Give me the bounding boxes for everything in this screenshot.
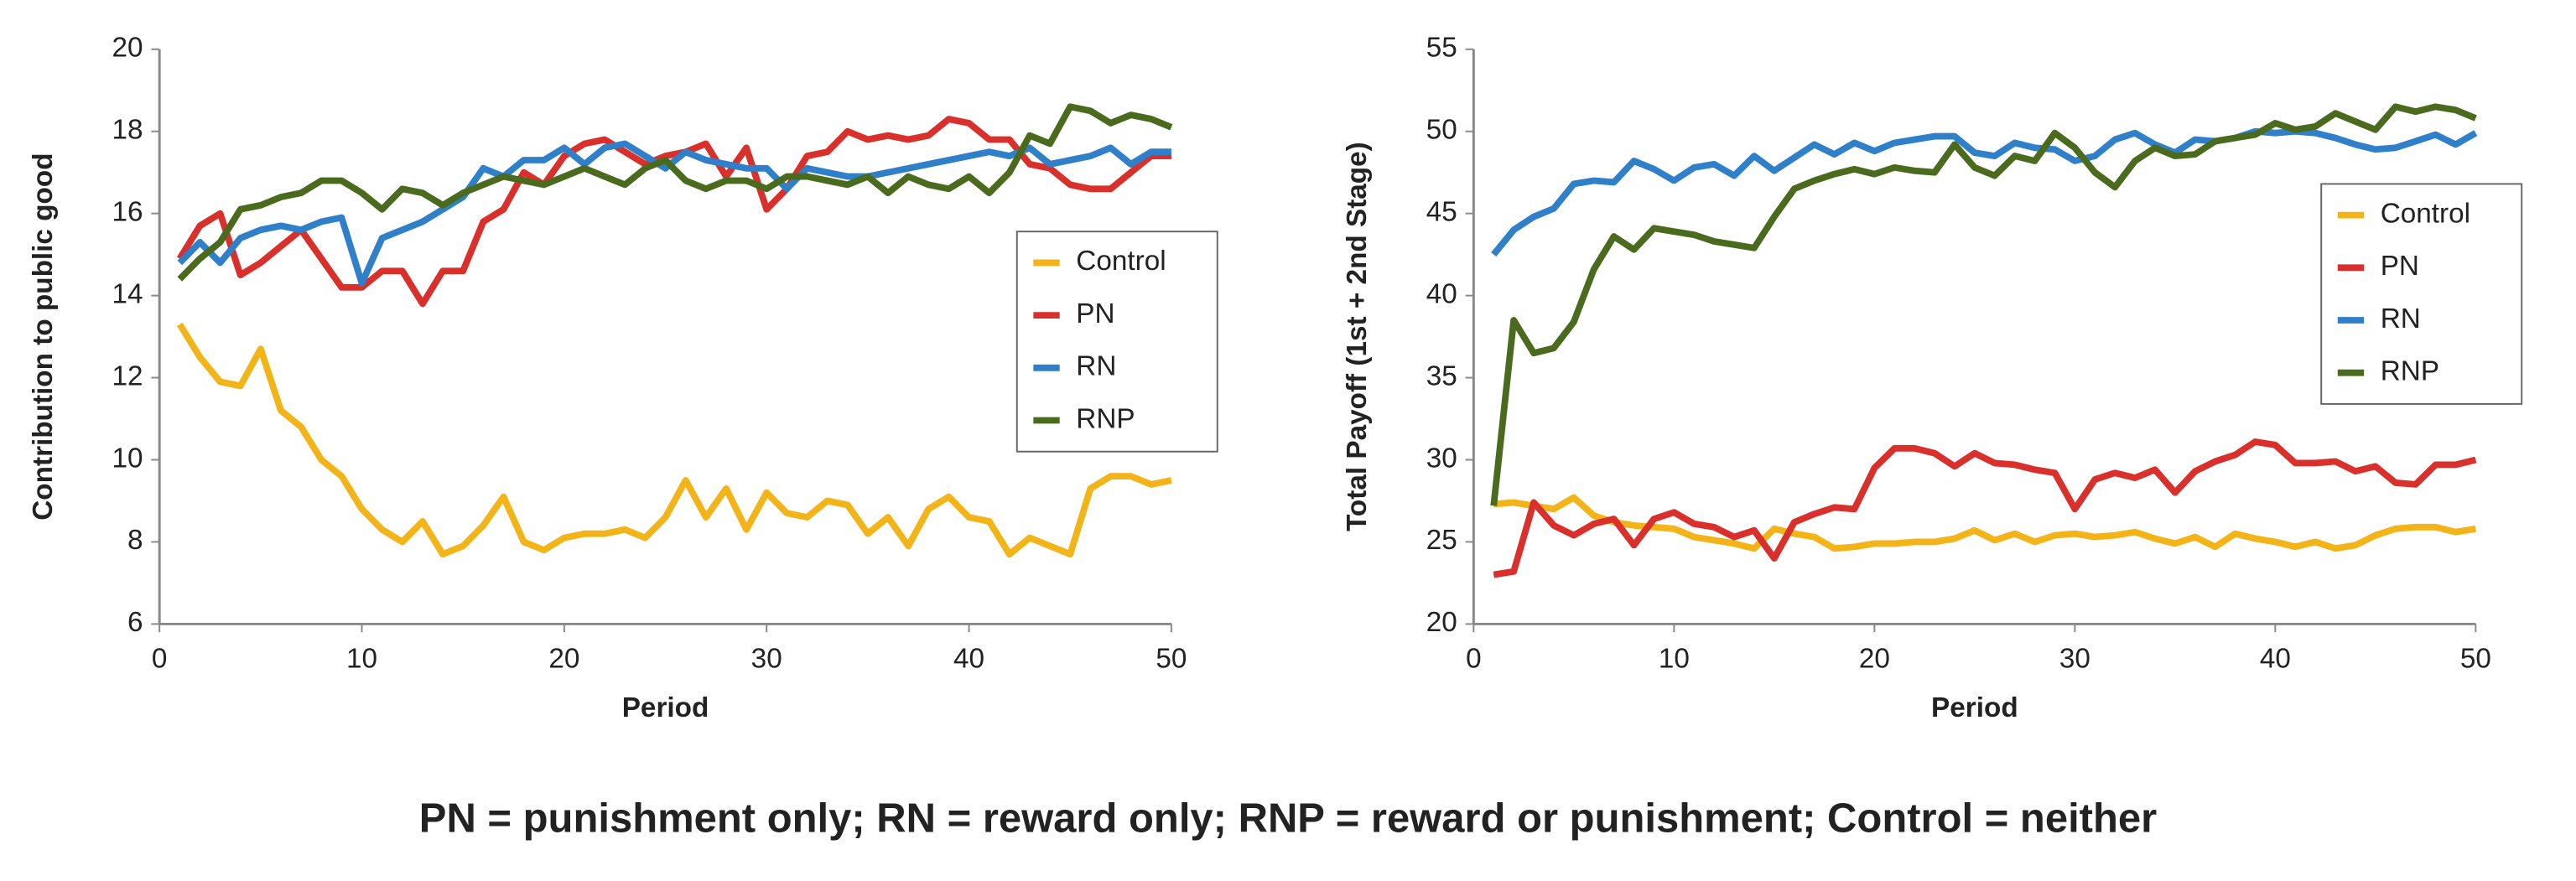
x-tick-label: 40 [2260, 643, 2291, 674]
x-tick-label: 20 [1859, 643, 1890, 674]
y-tick-label: 12 [112, 360, 143, 391]
y-axis-title: Contribution to public good [28, 153, 59, 520]
x-tick-label: 10 [1659, 643, 1690, 674]
legend-label: PN [1076, 298, 1114, 329]
y-tick-label: 45 [1426, 196, 1457, 227]
y-tick-label: 20 [1426, 607, 1457, 638]
data-line [176, 116, 1171, 308]
x-tick-label: 20 [548, 643, 579, 674]
y-tick-label: 8 [127, 525, 143, 556]
legend-label: RNP [2381, 355, 2439, 386]
x-axis-title: Period [622, 692, 709, 723]
data-line [1491, 127, 2478, 257]
x-tick-label: 30 [751, 643, 782, 674]
x-tick-label: 10 [346, 643, 377, 674]
y-tick-label: 30 [1426, 443, 1457, 474]
data-line [176, 322, 1172, 558]
legend-label: PN [2381, 251, 2419, 282]
x-tick-label: 50 [2460, 643, 2491, 674]
y-axis-title: Total Payoff (1st + 2nd Stage) [1342, 142, 1373, 531]
legend-label: Control [1076, 246, 1166, 277]
y-tick-label: 50 [1426, 115, 1457, 146]
x-tick-label: 50 [1156, 643, 1187, 674]
legend-label: RN [1076, 351, 1116, 382]
legend-box [2320, 183, 2523, 405]
y-tick-label: 35 [1426, 360, 1457, 391]
data-line [177, 103, 1173, 282]
y-tick-label: 10 [112, 443, 143, 474]
x-tick-label: 0 [1466, 643, 1482, 674]
y-tick-label: 18 [112, 115, 143, 146]
legend-label: RN [2381, 303, 2421, 334]
x-tick-label: 40 [953, 643, 984, 674]
x-axis-title: Period [1931, 692, 2018, 723]
data-line [1490, 103, 2477, 506]
y-tick-label: 6 [127, 607, 143, 638]
data-line [177, 140, 1171, 287]
y-tick-label: 14 [112, 278, 143, 309]
x-tick-label: 0 [152, 643, 168, 674]
data-line [1493, 438, 2477, 578]
data-line [1493, 494, 2476, 552]
legend-label: RNP [1076, 403, 1135, 434]
y-tick-label: 20 [112, 33, 143, 64]
y-tick-label: 55 [1426, 33, 1457, 64]
caption: PN = punishment only; RN = reward only; … [419, 795, 2157, 841]
x-tick-label: 30 [2059, 643, 2090, 674]
legend-box [1015, 231, 1218, 453]
y-tick-label: 40 [1426, 278, 1457, 309]
y-tick-label: 16 [112, 196, 143, 227]
y-tick-label: 25 [1426, 525, 1457, 556]
legend-label: Control [2381, 198, 2470, 229]
